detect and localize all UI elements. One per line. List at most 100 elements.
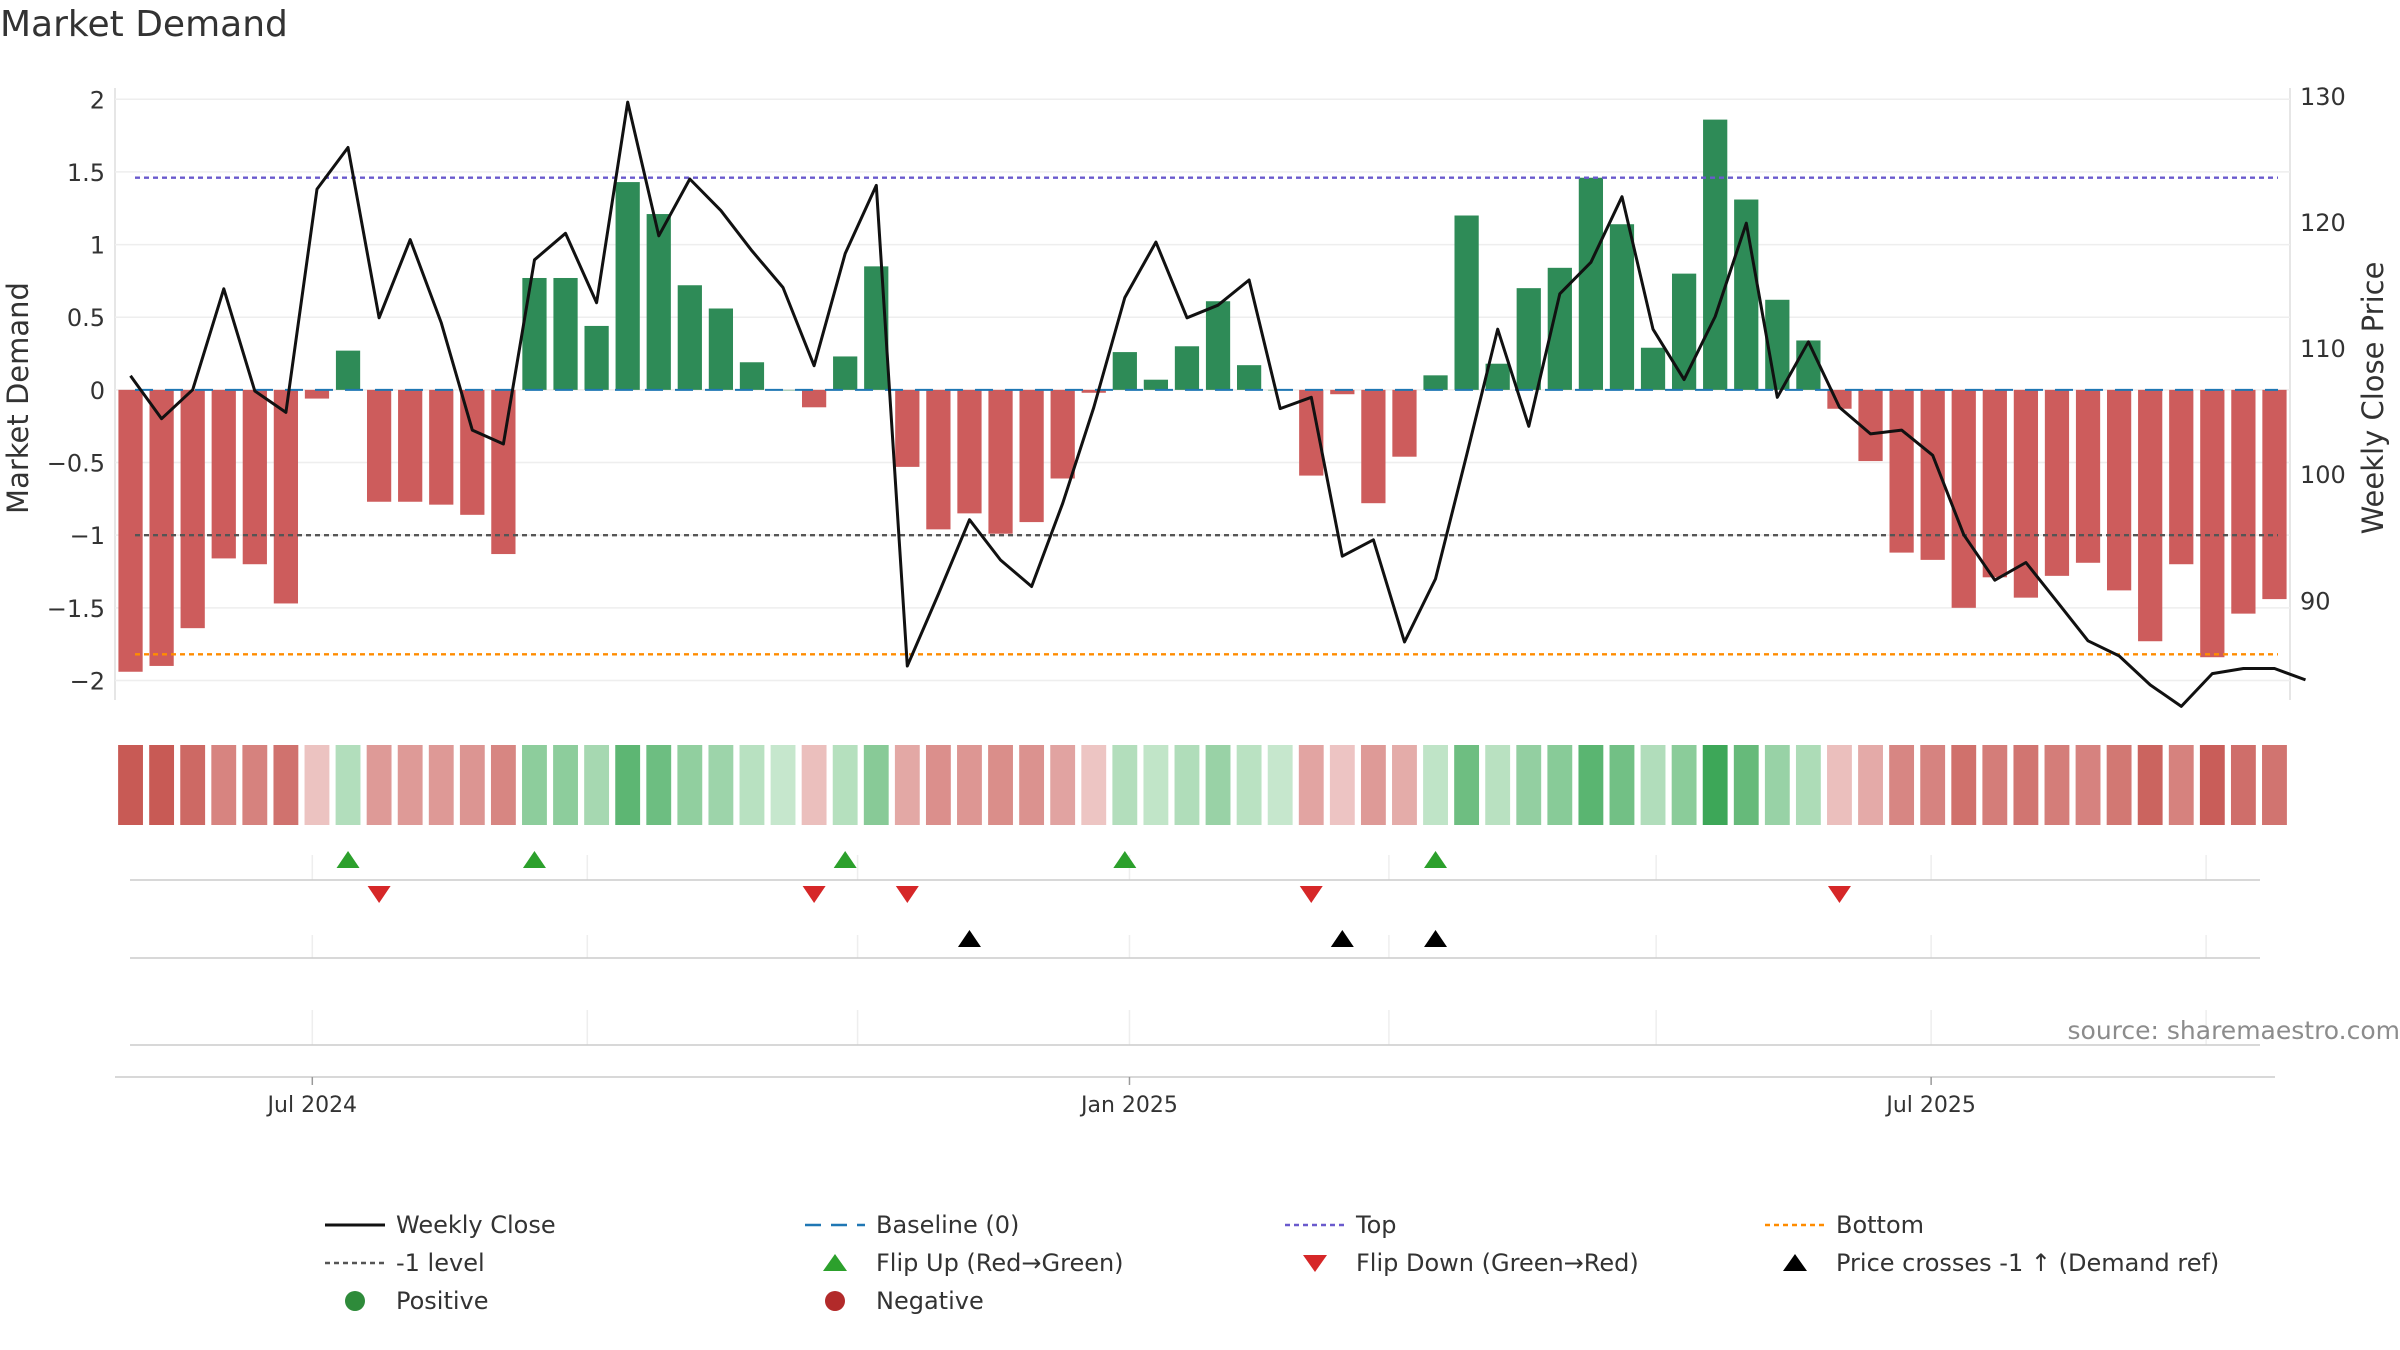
demand-bar [118,389,143,672]
heat-cell [1019,745,1045,825]
heat-cell [801,745,827,825]
demand-bar [1112,352,1137,390]
demand-plot: 2 1.5 1 0.5 0 −0.5 −1 −1.5 −2 130 120 110 100 90 Marke… [1,83,2390,708]
demand-bar [1081,389,1106,393]
heat-cell [1671,745,1697,825]
demand-bar [1143,379,1169,390]
flip-up-marker [522,851,546,868]
x-tick-label: Jul 2025 [1884,1093,1976,1118]
demand-bar [957,389,982,514]
legend-label: Weekly Close [396,1211,556,1239]
heat-cell [1485,745,1511,825]
legend-label: Price crosses -1 ↑ (Demand ref) [1836,1249,2220,1277]
legend-item-positive: Positive [320,1286,800,1316]
demand-bar [398,389,423,502]
demand-bar [615,182,640,390]
heat-cell [1329,745,1355,825]
flip-down-marker [1299,886,1323,903]
heat-cell [677,745,703,825]
demand-bar [646,214,671,390]
heat-cell [1205,745,1231,825]
demand-bar [2044,389,2070,576]
heat-cell [118,745,143,825]
heat-cell [615,745,641,825]
demand-bar [366,389,392,502]
flip-up-marker [336,851,360,868]
demand-bar [2075,389,2101,563]
heat-cell [1764,745,1790,825]
demand-bar [553,277,578,390]
y-tick-label: 0.5 [67,304,105,332]
flip-up-marker [1113,851,1137,868]
legend-label: -1 level [396,1249,485,1277]
heat-strip [118,745,2287,825]
y-tick-label: 1 [90,232,105,260]
legend-symbol-bottom [1760,1210,1830,1240]
heat-cell [1112,745,1138,825]
legend-item-bottom: Bottom [1760,1210,2270,1240]
demand-bar [211,389,236,559]
legend-label: Negative [876,1287,984,1315]
demand-bar [770,389,796,391]
legend-symbol-weekly-close [320,1210,390,1240]
heat-cell [211,745,237,825]
heat-cell [2230,745,2256,825]
legend-item-weekly-close: Weekly Close [320,1210,800,1240]
heat-cell [1951,745,1977,825]
demand-bar [2106,389,2132,591]
heat-cell [1174,745,1200,825]
heat-cell [553,745,578,825]
heat-cell [522,745,547,825]
demand-bar [1236,365,1262,390]
demand-bar [1640,347,1666,390]
heat-cell [925,745,951,825]
legend-item-minus1: -1 level [320,1248,800,1278]
y-tick-label: −1 [70,522,105,550]
heat-cell [1298,745,1324,825]
heat-cell [646,745,672,825]
y-tick-label: −2 [70,667,105,695]
demand-bar [926,389,951,530]
heat-cell [1454,745,1480,825]
demand-bar [1205,301,1231,390]
heat-cell [1143,745,1169,825]
heat-cell [1392,745,1417,825]
heat-cell [242,745,268,825]
heat-cell [397,745,423,825]
heat-cell [1578,745,1604,825]
legend-label: Bottom [1836,1211,1925,1239]
heat-cell [770,745,796,825]
weekly-close-line [129,100,2307,708]
x-tick-label: Jul 2024 [266,1093,358,1118]
heat-cell [1267,745,1293,825]
heat-cell [1640,745,1666,825]
legend-label: Baseline (0) [876,1211,1020,1239]
legend-item-negative: Negative [800,1286,1280,1316]
demand-bar [1889,389,1914,553]
heat-cell [335,745,361,825]
heat-cell [584,745,610,825]
demand-bar [1423,375,1448,390]
heat-cell [1827,745,1852,825]
demand-bar [149,389,174,666]
legend-label: Top [1356,1211,1397,1239]
legend-item-flip-up: Flip Up (Red→Green) [800,1248,1280,1278]
heat-cell [863,745,889,825]
demand-bar [1609,224,1635,390]
y2-axis-title: Weekly Close Price [2356,262,2390,535]
y-axis-title: Market Demand [1,282,35,514]
y-tick-label: −1.5 [47,595,105,623]
demand-bar [429,389,454,505]
demand-bar [1703,119,1728,390]
demand-bar [677,285,702,390]
heat-cell [1236,745,1262,825]
heat-cell [2137,745,2163,825]
legend-symbol-minus1 [320,1248,390,1278]
demand-bar [2262,389,2287,600]
heat-cell [957,745,982,825]
legend: Weekly Close Baseline (0) Top Bottom -1 leve… [320,1210,2270,1316]
flip-up-marker [833,851,857,868]
demand-bar [304,389,330,399]
heat-cell [1547,745,1573,825]
